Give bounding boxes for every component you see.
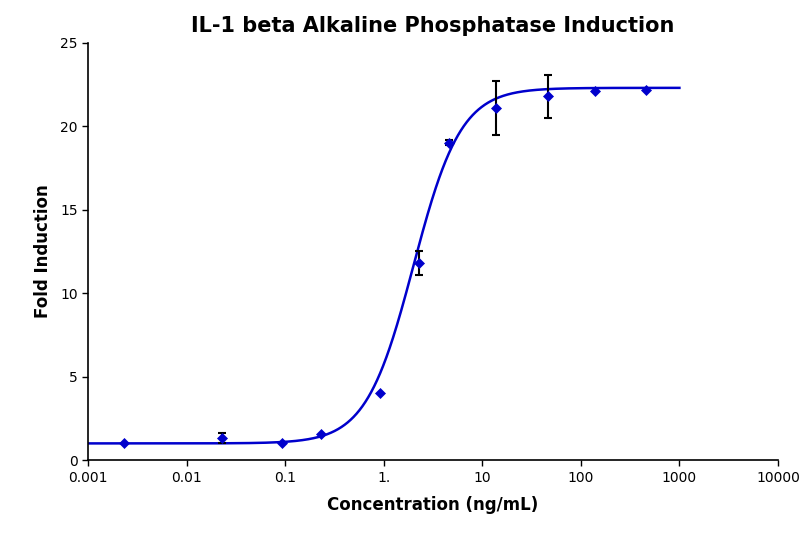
Y-axis label: Fold Induction: Fold Induction	[34, 185, 52, 318]
Title: IL-1 beta Alkaline Phosphatase Induction: IL-1 beta Alkaline Phosphatase Induction	[192, 16, 674, 36]
X-axis label: Concentration (ng/mL): Concentration (ng/mL)	[327, 495, 539, 514]
